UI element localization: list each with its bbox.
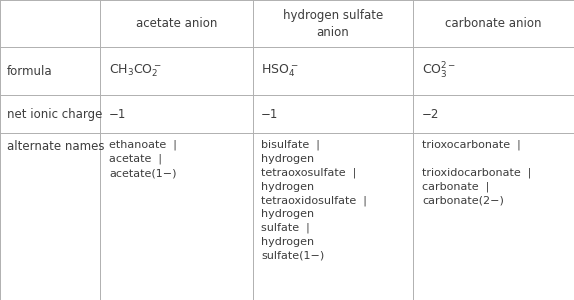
Text: alternate names: alternate names: [7, 140, 104, 153]
Text: net ionic charge: net ionic charge: [7, 107, 102, 121]
Text: $\mathregular{CH_3CO_2^-}$: $\mathregular{CH_3CO_2^-}$: [109, 63, 162, 80]
Text: $\mathregular{CO_3^{2-}}$: $\mathregular{CO_3^{2-}}$: [422, 61, 456, 81]
Text: hydrogen sulfate
anion: hydrogen sulfate anion: [283, 9, 383, 39]
Text: formula: formula: [7, 64, 52, 78]
Text: ethanoate  |
acetate  |
acetate(1−): ethanoate | acetate | acetate(1−): [109, 140, 177, 178]
Text: acetate anion: acetate anion: [136, 17, 217, 30]
Text: bisulfate  |
hydrogen
tetraoxosulfate  |
hydrogen
tetraoxidosulfate  |
hydrogen
: bisulfate | hydrogen tetraoxosulfate | h…: [261, 140, 367, 261]
Text: −1: −1: [109, 107, 126, 121]
Text: trioxocarbonate  |

trioxidocarbonate  |
carbonate  |
carbonate(2−): trioxocarbonate | trioxidocarbonate | ca…: [422, 140, 532, 206]
Text: −1: −1: [261, 107, 278, 121]
Text: −2: −2: [422, 107, 439, 121]
Text: carbonate anion: carbonate anion: [445, 17, 542, 30]
Text: $\mathregular{HSO_4^-}$: $\mathregular{HSO_4^-}$: [261, 63, 298, 80]
